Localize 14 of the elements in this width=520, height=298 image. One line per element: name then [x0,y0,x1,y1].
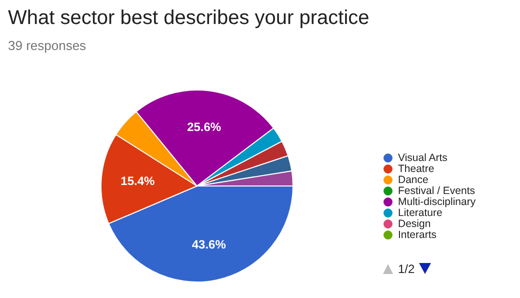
data-label: 43.6% [192,237,226,252]
legend-label: Festival / Events [398,185,476,197]
legend-label: Literature [398,207,443,219]
legend-label: Visual Arts [398,152,448,164]
data-label: 15.4% [120,174,156,188]
legend-label: Theatre [398,163,434,175]
legend-label: Interarts [398,229,437,241]
chart-subtitle: 39 responses [8,38,87,53]
chart-title: What sector best describes your practice [8,7,370,29]
data-label: 25.6% [187,120,222,134]
legend-label: Dance [398,174,429,186]
text: 1/2 [398,262,416,276]
legend-label: Design [398,218,431,230]
legend-label: Multi-disciplinary [398,196,476,208]
